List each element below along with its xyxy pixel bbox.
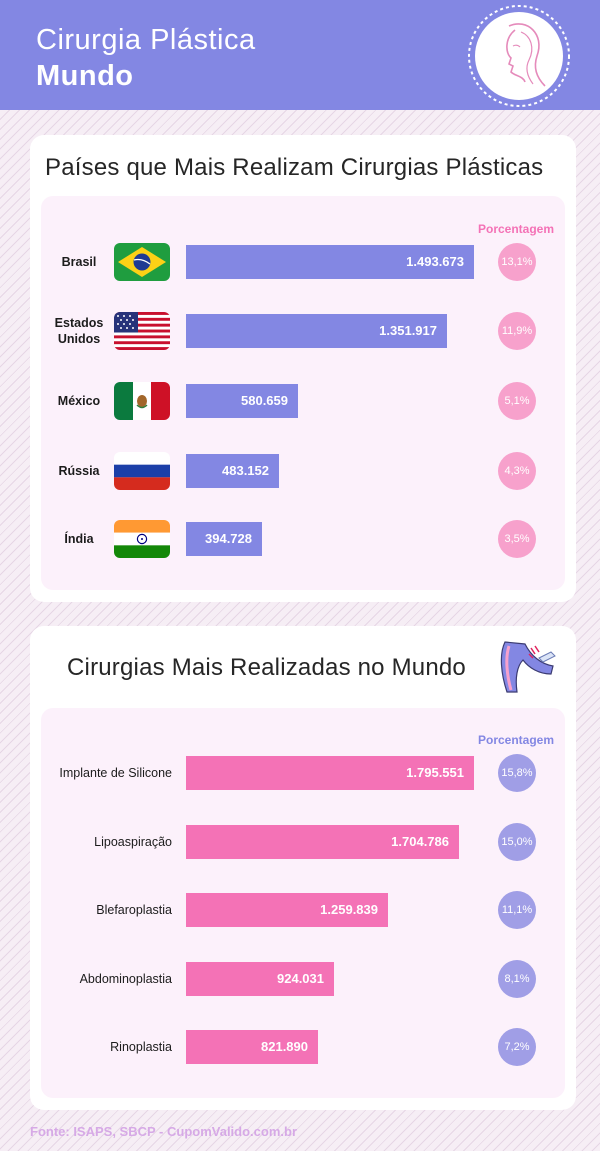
country-percent-badge: 5,1% <box>498 382 536 420</box>
country-percent-badge: 13,1% <box>498 243 536 281</box>
surgery-percent-badge: 11,1% <box>498 891 536 929</box>
country-bar: 1.351.917 <box>186 314 447 348</box>
country-percent-badge: 4,3% <box>498 452 536 490</box>
country-bar-value: 580.659 <box>241 393 288 408</box>
country-percent-badge: 3,5% <box>498 520 536 558</box>
surgery-bar: 1.259.839 <box>186 893 388 927</box>
mexico-flag-icon <box>114 382 170 420</box>
country-bar-value: 1.493.673 <box>406 254 464 269</box>
india-flag-icon <box>114 520 170 558</box>
country-label: México <box>57 394 101 408</box>
surgery-bar: 1.795.551 <box>186 756 474 790</box>
country-bar: 580.659 <box>186 384 298 418</box>
leg-surgery-icon <box>498 637 558 697</box>
surgery-bar-value: 1.259.839 <box>320 902 378 917</box>
surgery-bar: 924.031 <box>186 962 334 996</box>
surgery-bar: 821.890 <box>186 1030 318 1064</box>
source-footer: Fonte: ISAPS, SBCP - CupomValido.com.br <box>30 1124 298 1139</box>
brazil-flag-icon <box>114 243 170 281</box>
surgery-bar: 1.704.786 <box>186 825 459 859</box>
surgery-label: Implante de Silicone <box>59 766 172 780</box>
surgery-label: Rinoplastia <box>110 1040 172 1054</box>
country-label: Índia <box>64 532 94 546</box>
page-title-line2: Mundo <box>36 60 134 92</box>
surgery-percent-badge: 7,2% <box>498 1028 536 1066</box>
country-percent-badge: 11,9% <box>498 312 536 350</box>
surgery-bar-value: 924.031 <box>277 971 324 986</box>
surgeries-percent-header: Porcentagem <box>478 733 555 747</box>
country-bar-value: 483.152 <box>222 463 269 478</box>
country-label: Estados Unidos <box>54 316 104 346</box>
surgery-percent-badge: 15,0% <box>498 823 536 861</box>
surgery-label: Abdominoplastia <box>79 972 172 986</box>
surgeries-chart-title: Cirurgias Mais Realizadas no Mundo <box>67 654 466 681</box>
country-label: Brasil <box>61 255 97 269</box>
country-bar: 1.493.673 <box>186 245 474 279</box>
surgery-label: Lipoaspiração <box>94 835 172 849</box>
countries-percent-header: Porcentagem <box>478 222 555 236</box>
surgery-percent-badge: 8,1% <box>498 960 536 998</box>
country-bar: 483.152 <box>186 454 279 488</box>
country-bar-value: 394.728 <box>205 531 252 546</box>
country-bar-value: 1.351.917 <box>379 323 437 338</box>
page-title-line1: Cirurgia Plástica <box>36 24 256 56</box>
usa-flag-icon <box>114 312 170 350</box>
country-bar: 394.728 <box>186 522 262 556</box>
countries-chart-title: Países que Mais Realizam Cirurgias Plást… <box>45 154 544 181</box>
russia-flag-icon <box>114 452 170 490</box>
surgery-bar-value: 821.890 <box>261 1039 308 1054</box>
surgery-percent-badge: 15,8% <box>498 754 536 792</box>
surgery-label: Blefaroplastia <box>96 903 172 917</box>
woman-face-logo-icon <box>468 5 570 107</box>
surgery-bar-value: 1.704.786 <box>391 834 449 849</box>
country-label: Rússia <box>58 464 100 478</box>
surgery-bar-value: 1.795.551 <box>406 765 464 780</box>
header-banner: Cirurgia Plástica Mundo <box>0 0 600 110</box>
